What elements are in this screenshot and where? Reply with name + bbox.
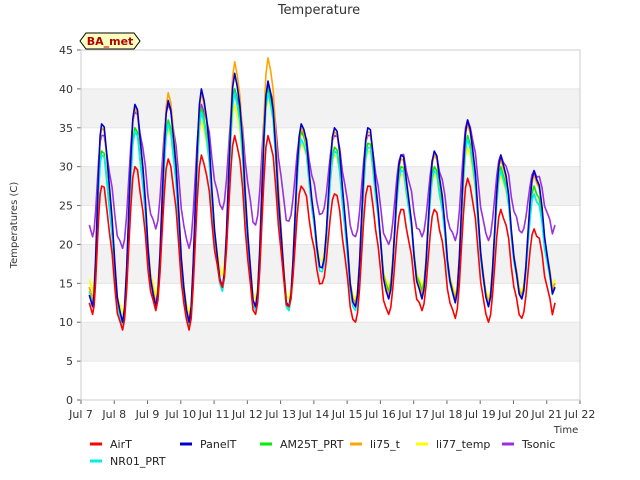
legend-item: PanelT (180, 438, 237, 451)
y-axis-title: Temperatures (C) (9, 182, 20, 270)
legend-item: AM25T_PRT (260, 438, 344, 451)
y-tick-label: 30 (59, 161, 73, 174)
x-tick-label: Jul 17 (397, 408, 429, 421)
y-tick-label: 10 (59, 316, 73, 329)
x-tick-label: Jul 18 (431, 408, 463, 421)
y-tick-label: 0 (66, 394, 73, 407)
legend-label: PanelT (200, 438, 237, 451)
legend-item: NR01_PRT (90, 455, 166, 468)
x-tick-label: Jul 11 (198, 408, 230, 421)
grid-band (81, 244, 580, 284)
plot-frame (80, 49, 581, 401)
legend-label: AirT (110, 438, 132, 451)
y-tick-label: 5 (66, 355, 73, 368)
x-tick-label: Jul 8 (101, 408, 126, 421)
legend-label: AM25T_PRT (280, 438, 344, 451)
y-tick-label: 20 (59, 238, 73, 251)
legend-label: Tsonic (521, 438, 555, 451)
x-tick-label: Jul 12 (231, 408, 263, 421)
x-tick-label: Jul 9 (135, 408, 160, 421)
x-tick-label: Jul 22 (564, 408, 596, 421)
series-lines (88, 57, 556, 331)
x-axis: Jul 7 Jul 8 Jul 9 Jul 10 Jul 11 Jul 12 Jul 13 J… (68, 400, 595, 421)
y-tick-label: 35 (59, 122, 73, 135)
x-tick-label: Jul 16 (364, 408, 396, 421)
x-tick-label: Jul 15 (331, 408, 363, 421)
series-line-airt (88, 134, 556, 331)
x-tick-label: Jul 21 (530, 408, 562, 421)
legend-item: Tsonic (502, 438, 555, 451)
x-axis-title: Time (553, 425, 578, 436)
y-tick-label: 25 (59, 200, 73, 213)
legend: AirT PanelT AM25T_PRT li75_t li77_temp Tsonic… (90, 438, 555, 468)
x-tick-label: Jul 13 (264, 408, 296, 421)
x-tick-label: Jul 19 (464, 408, 496, 421)
chart-title: Temperature (277, 3, 360, 18)
legend-label: li77_temp (436, 438, 490, 451)
plot-area (88, 57, 556, 331)
x-tick-label: Jul 14 (297, 408, 329, 421)
series-line-panelt (88, 72, 556, 323)
grid-bands (81, 49, 580, 401)
x-tick-label: Jul 7 (68, 408, 93, 421)
y-tick-label: 45 (59, 44, 73, 57)
grid-band (81, 88, 580, 128)
station-badge-text: BA_met (87, 35, 134, 48)
y-tick-label: 40 (59, 83, 73, 96)
x-tick-label: Jul 20 (497, 408, 529, 421)
legend-label: NR01_PRT (110, 455, 166, 468)
station-badge: BA_met (79, 32, 141, 50)
y-tick-label: 15 (59, 277, 73, 290)
station-badge-shape (79, 32, 141, 50)
x-tick-label: Jul 10 (164, 408, 196, 421)
grid-band (81, 322, 580, 362)
legend-label: li75_t (370, 438, 401, 451)
legend-item: li77_temp (416, 438, 490, 451)
legend-item: AirT (90, 438, 132, 451)
y-axis: 0 5 10 15 20 25 30 35 40 45 (59, 44, 81, 407)
legend-item: li75_t (350, 438, 401, 451)
